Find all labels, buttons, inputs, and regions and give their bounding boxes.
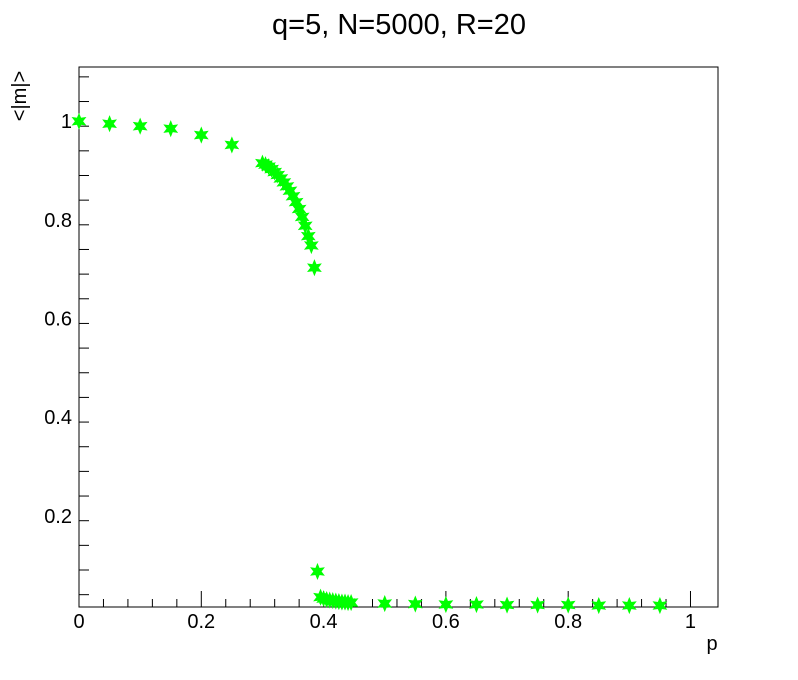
- x-tick-label: 0.8: [554, 611, 582, 633]
- data-point-38: [438, 595, 454, 614]
- data-point-0: [71, 112, 87, 130]
- plot-frame: [78, 66, 719, 608]
- x-tick-label: 0.4: [310, 611, 338, 633]
- data-point-42: [560, 596, 576, 614]
- y-axis: 0.2 0.4 0.6 0.8 1: [44, 76, 89, 596]
- data-point-5: [224, 136, 240, 154]
- data-point-40: [499, 596, 515, 614]
- data-point-37: [407, 595, 423, 613]
- x-axis-label: p: [706, 633, 717, 655]
- x-tick-label: 1: [685, 611, 696, 633]
- data-markers: [71, 112, 668, 615]
- data-point-36: [377, 594, 393, 613]
- y-axis-label: <|m|>: [9, 71, 31, 121]
- y-tick-label: 0.4: [44, 407, 72, 429]
- data-point-22: [303, 236, 319, 255]
- x-tick-label: 0: [73, 611, 84, 633]
- data-point-1: [102, 115, 117, 133]
- x-axis: 0 0.2 0.4 0.6 0.8 1: [73, 591, 696, 633]
- data-point-45: [652, 596, 668, 615]
- y-tick-label: 0.8: [44, 210, 72, 232]
- data-point-24: [310, 562, 325, 581]
- y-tick-label: 1: [61, 111, 72, 133]
- data-point-2: [132, 117, 148, 135]
- y-tick-label: 0.2: [44, 506, 72, 528]
- data-point-39: [469, 595, 484, 614]
- data-point-41: [530, 596, 546, 614]
- x-tick-label: 0.6: [432, 611, 460, 633]
- data-point-35: [343, 594, 359, 612]
- data-point-43: [591, 596, 607, 615]
- y-tick-label: 0.6: [44, 309, 72, 331]
- data-point-3: [163, 120, 179, 138]
- x-tick-label: 0.2: [187, 611, 215, 633]
- data-point-44: [621, 596, 637, 615]
- data-point-23: [307, 259, 322, 277]
- data-point-4: [193, 126, 209, 144]
- chart-title: q=5, N=5000, R=20: [272, 9, 526, 41]
